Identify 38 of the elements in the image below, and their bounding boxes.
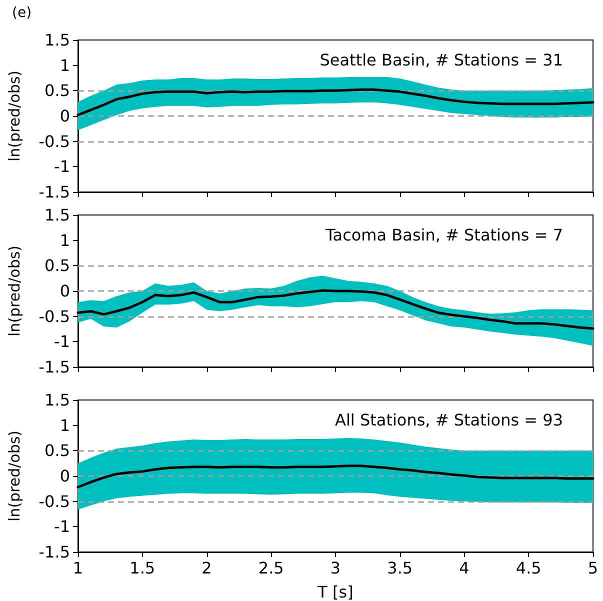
annotation: Tacoma Basin, # Stations = 7 bbox=[324, 226, 564, 244]
y-tick-label: 1 bbox=[60, 230, 70, 250]
x-tick-label: 4 bbox=[459, 558, 470, 578]
y-tick-label: 0.5 bbox=[44, 256, 70, 276]
y-tick-label: -1 bbox=[54, 332, 70, 352]
chart-title: (e) bbox=[12, 5, 32, 21]
y-axis-title: ln(pred/obs) bbox=[6, 245, 24, 337]
y-tick-label: -0.5 bbox=[38, 132, 70, 151]
y-tick-label: 0 bbox=[60, 466, 70, 486]
y-tick-label: -1 bbox=[54, 517, 70, 536]
x-axis-title: T [s] bbox=[316, 582, 354, 601]
y-tick-label: 0.5 bbox=[44, 81, 70, 100]
y-tick-label: 1.5 bbox=[44, 206, 70, 224]
annotation: All Stations, # Stations = 93 bbox=[335, 410, 564, 430]
x-tick-label: 2.5 bbox=[258, 558, 284, 578]
y-tick-label: 0.5 bbox=[44, 441, 70, 460]
y-tick-label: -1.5 bbox=[38, 182, 70, 202]
y-tick-label: 0 bbox=[60, 282, 70, 300]
y-tick-label: 0 bbox=[60, 106, 70, 126]
x-tick-label: 5 bbox=[588, 558, 598, 578]
y-axis-title: ln(pred/obs) bbox=[6, 430, 24, 522]
y-tick-label: -0.5 bbox=[38, 492, 70, 511]
x-tick-label: 1.5 bbox=[130, 558, 156, 578]
y-tick-label: 1 bbox=[60, 56, 70, 75]
y-tick-label: 1.5 bbox=[44, 30, 70, 50]
x-tick-label: 3 bbox=[330, 558, 341, 578]
y-tick-label: -1.5 bbox=[38, 542, 70, 562]
y-tick-label: 1 bbox=[60, 416, 70, 435]
y-tick-label: -1 bbox=[54, 157, 70, 176]
annotation: Seattle Basin, # Stations = 31 bbox=[320, 50, 563, 70]
y-tick-label: -0.5 bbox=[38, 306, 70, 326]
y-axis-title: ln(pred/obs) bbox=[6, 70, 24, 162]
x-tick-label: 3.5 bbox=[387, 558, 413, 578]
x-tick-label: 1 bbox=[72, 558, 84, 578]
x-tick-label: 2 bbox=[202, 558, 212, 578]
y-tick-label: -1.5 bbox=[38, 358, 70, 376]
x-tick-label: 4.5 bbox=[516, 558, 542, 578]
y-tick-label: 1.5 bbox=[44, 390, 70, 410]
